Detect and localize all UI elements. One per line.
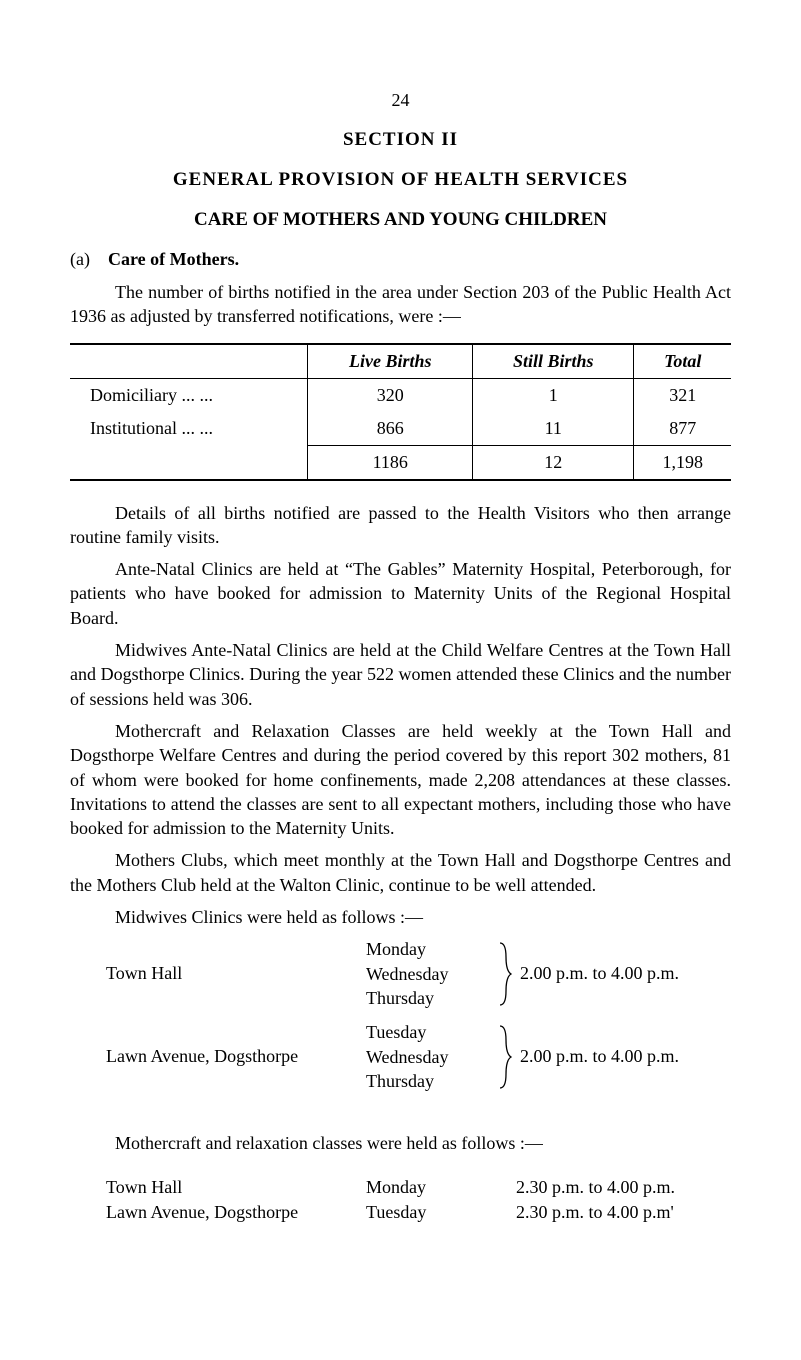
- main-title: GENERAL PROVISION OF HEALTH SERVICES: [70, 169, 731, 191]
- row-institutional-label: Institutional ... ...: [70, 412, 308, 446]
- para-details: Details of all births notified are passe…: [70, 501, 731, 550]
- mc-row-1: Lawn Avenue, Dogsthorpe Tuesday 2.30 p.m…: [70, 1202, 731, 1223]
- cell-total-still: 12: [473, 445, 634, 480]
- schedule1-loc: Town Hall: [70, 963, 366, 984]
- schedule-lawn-avenue: Lawn Avenue, Dogsthorpe Tuesday Wednesda…: [70, 1020, 731, 1093]
- brace-icon: [496, 941, 520, 1007]
- schedule2-day-0: Tuesday: [366, 1020, 496, 1044]
- schedule2-loc: Lawn Avenue, Dogsthorpe: [70, 1046, 366, 1067]
- schedule2-time: 2.00 p.m. to 4.00 p.m.: [520, 1046, 731, 1067]
- mc-row-0: Town Hall Monday 2.30 p.m. to 4.00 p.m.: [70, 1177, 731, 1198]
- mc-row-0-day: Monday: [366, 1177, 516, 1198]
- cell-dom-still: 1: [473, 378, 634, 412]
- births-table: Live Births Still Births Total Domicilia…: [70, 343, 731, 481]
- intro-paragraph: The number of births notified in the are…: [70, 280, 731, 329]
- schedule1-day-2: Thursday: [366, 986, 496, 1010]
- schedule1-day-0: Monday: [366, 937, 496, 961]
- sub-title: CARE OF MOTHERS AND YOUNG CHILDREN: [70, 209, 731, 231]
- mc-row-0-time: 2.30 p.m. to 4.00 p.m.: [516, 1177, 731, 1198]
- cell-total-live: 1186: [308, 445, 473, 480]
- schedule1-time: 2.00 p.m. to 4.00 p.m.: [520, 963, 731, 984]
- th-total: Total: [634, 344, 731, 379]
- cell-inst-total: 877: [634, 412, 731, 446]
- mc-row-1-time: 2.30 p.m. to 4.00 p.m': [516, 1202, 731, 1223]
- schedule1-day-1: Wednesday: [366, 962, 496, 986]
- cell-dom-live: 320: [308, 378, 473, 412]
- cell-inst-still: 11: [473, 412, 634, 446]
- cell-total-total: 1,198: [634, 445, 731, 480]
- para-mothers-clubs: Mothers Clubs, which meet monthly at the…: [70, 848, 731, 897]
- th-live-births: Live Births: [308, 344, 473, 379]
- para-midwives-clinics: Midwives Clinics were held as follows :—: [70, 905, 731, 929]
- page-number: 24: [70, 90, 731, 111]
- cell-dom-total: 321: [634, 378, 731, 412]
- heading-a-text: Care of Mothers.: [108, 249, 239, 269]
- brace-icon: [496, 1024, 520, 1090]
- mc-row-1-day: Tuesday: [366, 1202, 516, 1223]
- schedule2-day-2: Thursday: [366, 1069, 496, 1093]
- para-antenatal: Ante-Natal Clinics are held at “The Gabl…: [70, 557, 731, 630]
- th-still-births: Still Births: [473, 344, 634, 379]
- cell-inst-live: 866: [308, 412, 473, 446]
- mc-row-1-loc: Lawn Avenue, Dogsthorpe: [70, 1202, 366, 1223]
- para-midwives-antenatal: Midwives Ante-Natal Clinics are held at …: [70, 638, 731, 711]
- mothercraft-line: Mothercraft and relaxation classes were …: [70, 1131, 731, 1155]
- schedule-town-hall: Town Hall Monday Wednesday Thursday 2.00…: [70, 937, 731, 1010]
- mc-row-0-loc: Town Hall: [70, 1177, 366, 1198]
- schedule2-day-1: Wednesday: [366, 1045, 496, 1069]
- para-mothercraft: Mothercraft and Relaxation Classes are h…: [70, 719, 731, 840]
- heading-a-label: (a): [70, 249, 90, 269]
- heading-a: (a) Care of Mothers.: [70, 249, 731, 270]
- row-domiciliary-label: Domiciliary ... ...: [70, 378, 308, 412]
- section-title: SECTION II: [70, 129, 731, 151]
